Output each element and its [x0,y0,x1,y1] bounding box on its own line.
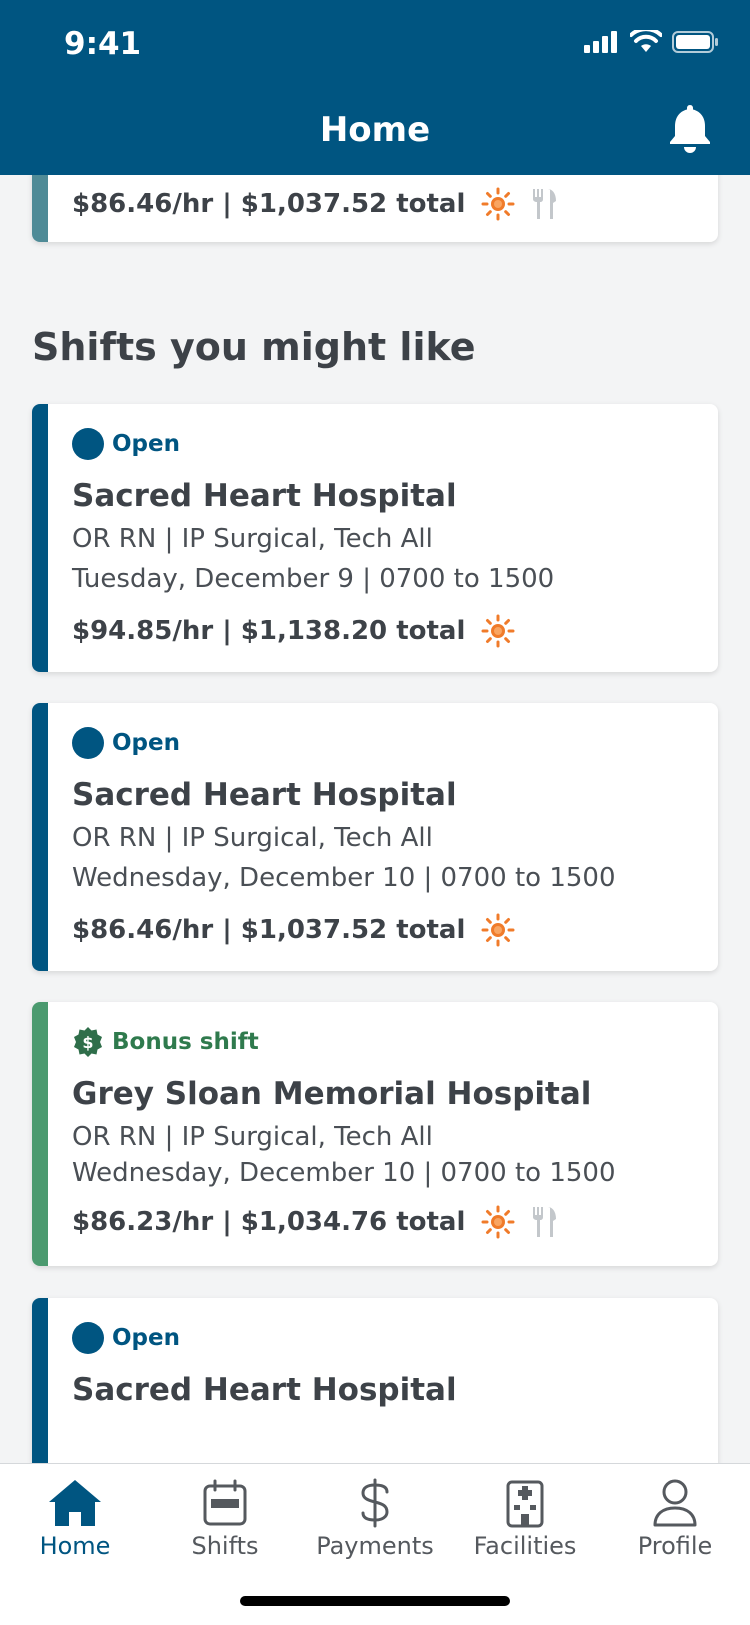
shift-date: Wednesday, December 10 | 0700 to 1500 [72,1158,616,1188]
tab-bar: Home Shifts Payments Facilities [0,1463,750,1625]
card-accent [32,703,48,971]
shift-pay: $86.46/hr | $1,037.52 total [72,189,466,219]
shift-pay: $86.23/hr | $1,034.76 total [72,1207,466,1237]
shift-role: OR RN | IP Surgical, Tech All [72,823,433,853]
tab-payments[interactable]: Payments [300,1478,450,1560]
shift-pay: $86.46/hr | $1,037.52 total [72,915,466,945]
cellular-signal-icon [584,31,617,53]
tab-facilities[interactable]: Facilities [450,1478,600,1560]
open-status-icon [72,1322,104,1354]
home-icon [49,1480,101,1526]
open-status-icon [72,727,104,759]
dollar-icon [361,1478,389,1528]
sun-icon [481,913,515,947]
open-status-icon [72,428,104,460]
facility-name: Grey Sloan Memorial Hospital [72,1076,592,1112]
shift-role: OR RN | IP Surgical, Tech All [72,1122,433,1152]
sun-icon [481,614,515,648]
status-badge: $ Bonus shift [72,1026,259,1058]
shift-role: OR RN | IP Surgical, Tech All [72,524,433,554]
shift-card[interactable]: Open Sacred Heart Hospital OR RN | IP Su… [32,703,718,971]
shift-pay: $94.85/hr | $1,138.20 total [72,616,466,646]
shift-card[interactable]: Open Sacred Heart Hospital [32,1298,718,1463]
person-icon [653,1479,697,1527]
tab-home[interactable]: Home [0,1478,150,1560]
card-accent [32,1002,48,1266]
page-title: Home [319,110,431,150]
card-accent [32,1298,48,1463]
shift-date: Tuesday, December 9 | 0700 to 1500 [72,564,555,594]
card-accent [32,175,48,242]
hospital-icon [506,1480,544,1528]
bonus-badge-icon: $ [74,1027,102,1057]
status-bar: 9:41 [0,0,750,90]
facility-name: Sacred Heart Hospital [72,777,457,813]
tab-shifts[interactable]: Shifts [150,1478,300,1560]
battery-icon [672,31,718,53]
app-header: Home [0,90,750,175]
shift-date: Wednesday, December 10 | 0700 to 1500 [72,863,616,893]
sun-icon [481,187,515,221]
status-badge: Open [72,727,180,759]
shift-card[interactable]: $ Bonus shift Grey Sloan Memorial Hospit… [32,1002,718,1266]
utensils-icon [531,187,559,221]
status-time: 9:41 [64,26,142,62]
sun-icon [481,1205,515,1239]
status-icons [584,30,720,54]
facility-name: Sacred Heart Hospital [72,478,457,514]
home-scroll-content[interactable]: $86.46/hr | $1,037.52 total [0,175,750,1463]
shift-card[interactable]: Open Sacred Heart Hospital OR RN | IP Su… [32,404,718,672]
wifi-icon [630,30,662,52]
utensils-icon [531,1205,559,1239]
svg-text:$: $ [82,1033,93,1052]
facility-name: Sacred Heart Hospital [72,1372,457,1408]
calendar-icon [203,1479,247,1526]
home-indicator [240,1596,510,1606]
tab-profile[interactable]: Profile [600,1478,750,1560]
section-title: Shifts you might like [32,325,476,369]
bell-icon[interactable] [666,102,714,156]
card-accent [32,404,48,672]
status-badge: Open [72,1322,180,1354]
shift-card-partial[interactable]: $86.46/hr | $1,037.52 total [32,175,718,242]
status-badge: Open [72,428,180,460]
